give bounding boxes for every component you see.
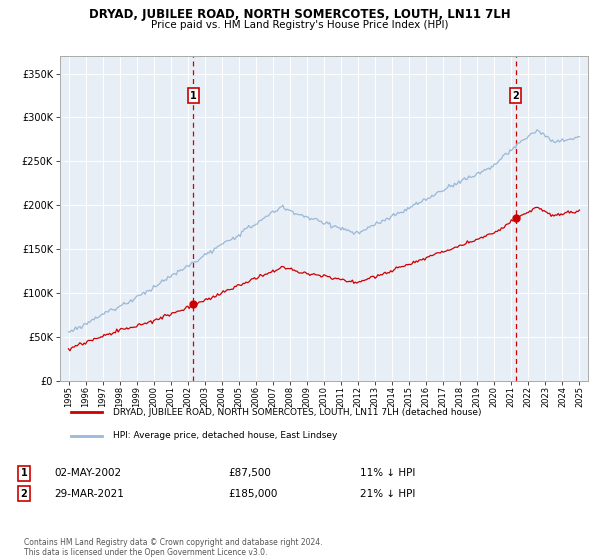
Text: 2: 2 <box>20 489 28 499</box>
Text: DRYAD, JUBILEE ROAD, NORTH SOMERCOTES, LOUTH, LN11 7LH: DRYAD, JUBILEE ROAD, NORTH SOMERCOTES, L… <box>89 8 511 21</box>
Text: DRYAD, JUBILEE ROAD, NORTH SOMERCOTES, LOUTH, LN11 7LH (detached house): DRYAD, JUBILEE ROAD, NORTH SOMERCOTES, L… <box>113 408 481 417</box>
Text: £185,000: £185,000 <box>228 489 277 499</box>
Text: 2: 2 <box>512 91 519 100</box>
Text: Price paid vs. HM Land Registry's House Price Index (HPI): Price paid vs. HM Land Registry's House … <box>151 20 449 30</box>
Text: HPI: Average price, detached house, East Lindsey: HPI: Average price, detached house, East… <box>113 431 337 440</box>
Text: 1: 1 <box>20 468 28 478</box>
Text: 29-MAR-2021: 29-MAR-2021 <box>54 489 124 499</box>
Text: 02-MAY-2002: 02-MAY-2002 <box>54 468 121 478</box>
Text: 1: 1 <box>190 91 197 100</box>
Text: £87,500: £87,500 <box>228 468 271 478</box>
Text: Contains HM Land Registry data © Crown copyright and database right 2024.
This d: Contains HM Land Registry data © Crown c… <box>24 538 323 557</box>
Text: 11% ↓ HPI: 11% ↓ HPI <box>360 468 415 478</box>
Text: 21% ↓ HPI: 21% ↓ HPI <box>360 489 415 499</box>
